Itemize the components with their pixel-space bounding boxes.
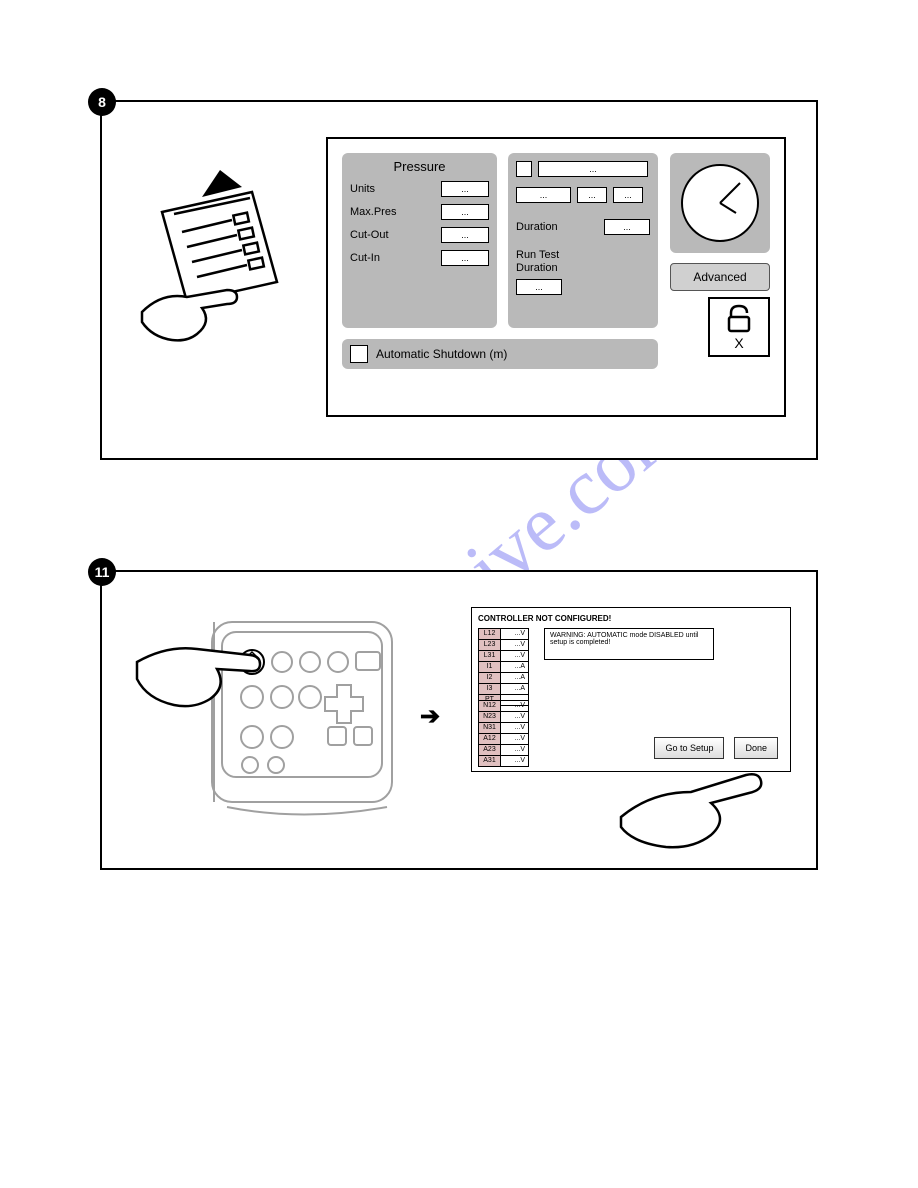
badge-11: 11 <box>88 558 116 586</box>
value-cutout[interactable]: ... <box>441 227 489 243</box>
table-cell: N12 <box>479 701 501 712</box>
table-cell: ...V <box>501 756 529 767</box>
value-maxpres[interactable]: ... <box>441 204 489 220</box>
readings-table-2: N12...VN23...VN31...VA12...VA23...VA31..… <box>478 700 529 767</box>
screen-title: CONTROLLER NOT CONFIGURED! <box>478 614 784 623</box>
table-cell: N23 <box>479 712 501 723</box>
table-cell: A12 <box>479 734 501 745</box>
auto-shutdown-label: Automatic Shutdown (m) <box>376 347 507 361</box>
table-cell: L12 <box>479 629 501 640</box>
arrow-right-icon: ➔ <box>420 702 440 731</box>
value-units[interactable]: ... <box>441 181 489 197</box>
duration-value[interactable]: ... <box>604 219 650 235</box>
step-panel-8: 8 Pressure <box>100 100 818 460</box>
table-cell: L23 <box>479 640 501 651</box>
table-cell: ...V <box>501 640 529 651</box>
label-maxpres: Max.Pres <box>350 206 396 218</box>
lock-panel[interactable]: X <box>708 297 770 357</box>
auto-shutdown-checkbox[interactable] <box>350 345 368 363</box>
gauge-panel <box>670 153 770 253</box>
label-cutin: Cut-In <box>350 252 380 264</box>
step-panel-11: 11 <box>100 570 818 870</box>
test-checkbox[interactable] <box>516 161 532 177</box>
table-cell: ...V <box>501 712 529 723</box>
auto-shutdown-row: Automatic Shutdown (m) <box>342 339 658 369</box>
table-cell: ...A <box>501 662 529 673</box>
pressure-title: Pressure <box>350 159 489 174</box>
runtest-value[interactable]: ... <box>516 279 562 295</box>
unlock-icon <box>724 303 754 333</box>
table-cell: I3 <box>479 684 501 695</box>
table-cell: N31 <box>479 723 501 734</box>
value-cutin[interactable]: ... <box>441 250 489 266</box>
label-cutout: Cut-Out <box>350 229 389 241</box>
table-cell: I1 <box>479 662 501 673</box>
pressure-panel: Pressure Units ... Max.Pres ... Cut-Out … <box>342 153 497 328</box>
table-cell: ...V <box>501 651 529 662</box>
gauge-icon <box>678 161 762 245</box>
pressure-row-cutout: Cut-Out ... <box>350 227 489 243</box>
duration-label: Duration <box>516 221 558 233</box>
controller-illustration <box>132 607 412 837</box>
pressure-row-maxpres: Max.Pres ... <box>350 204 489 220</box>
table-cell: ...A <box>501 684 529 695</box>
table-cell: L31 <box>479 651 501 662</box>
settings-screen: Pressure Units ... Max.Pres ... Cut-Out … <box>326 137 786 417</box>
runtest-label: Run Test Duration <box>516 249 650 275</box>
test-panel: ... ... ... ... Duration ... Run Test Du… <box>508 153 658 328</box>
table-cell: I2 <box>479 673 501 684</box>
table-cell: ...V <box>501 723 529 734</box>
test-field-c[interactable]: ... <box>613 187 643 203</box>
test-field-top[interactable]: ... <box>538 161 648 177</box>
table-cell: A31 <box>479 756 501 767</box>
table-cell: ...V <box>501 734 529 745</box>
clipboard-illustration <box>132 162 302 362</box>
warning-box: WARNING: AUTOMATIC mode DISABLED until s… <box>544 628 714 660</box>
test-field-a[interactable]: ... <box>516 187 571 203</box>
table-cell: A23 <box>479 745 501 756</box>
readings-table-1: L12...VL23...VL31...VI1...AI2...AI3...AP… <box>478 628 529 706</box>
table-cell: ...V <box>501 629 529 640</box>
pressure-row-cutin: Cut-In ... <box>350 250 489 266</box>
test-field-b[interactable]: ... <box>577 187 607 203</box>
lock-x-label: X <box>734 335 743 351</box>
badge-8: 8 <box>88 88 116 116</box>
label-units: Units <box>350 183 375 195</box>
table-cell: ...V <box>501 701 529 712</box>
hand-pointing-illustration <box>611 747 791 857</box>
pressure-row-units: Units ... <box>350 181 489 197</box>
table-cell: ...V <box>501 745 529 756</box>
advanced-button[interactable]: Advanced <box>670 263 770 291</box>
table-cell: ...A <box>501 673 529 684</box>
